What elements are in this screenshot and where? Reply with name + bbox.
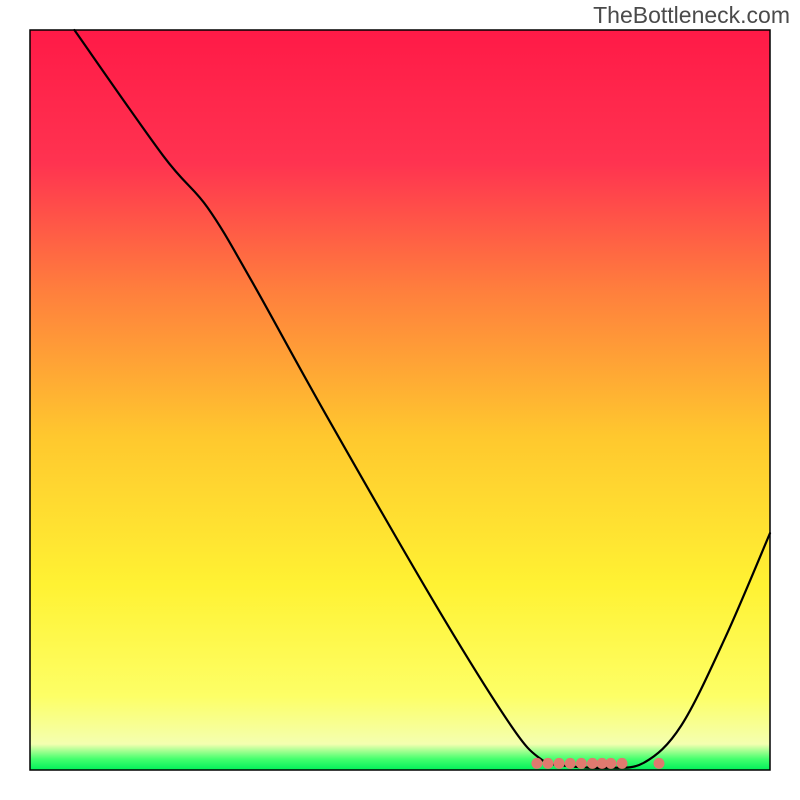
trough-marker <box>554 758 565 769</box>
chart-stage: TheBottleneck.com <box>0 0 800 800</box>
bottleneck-chart-svg <box>0 0 800 800</box>
trough-marker <box>605 758 616 769</box>
trough-marker <box>654 758 665 769</box>
trough-marker <box>531 758 542 769</box>
trough-marker <box>576 758 587 769</box>
trough-marker <box>587 758 598 769</box>
watermark-text: TheBottleneck.com <box>593 2 790 29</box>
trough-marker <box>565 758 576 769</box>
trough-marker <box>617 758 628 769</box>
plot-gradient-background <box>30 30 770 770</box>
trough-marker <box>543 758 554 769</box>
